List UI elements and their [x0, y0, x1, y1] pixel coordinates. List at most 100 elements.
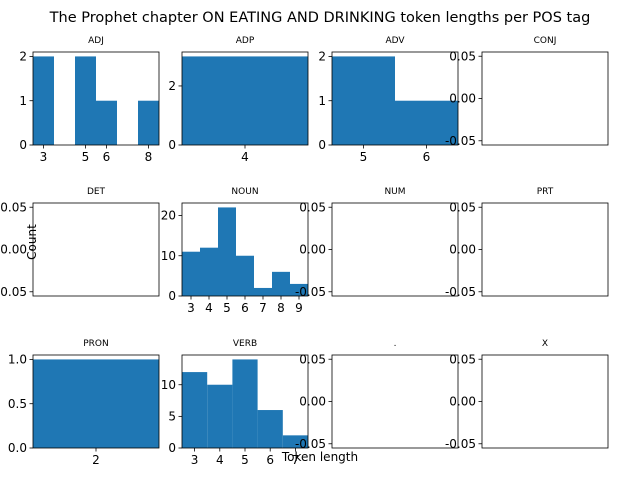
- subplot-title: ADV: [385, 36, 405, 46]
- x-tick-label: 5: [241, 453, 249, 467]
- histogram-bar: [182, 56, 308, 145]
- axes-frame: [32, 51, 160, 146]
- x-tick-label: 5: [82, 150, 90, 164]
- figure-title: The Prophet chapter ON EATING AND DRINKI…: [49, 10, 591, 26]
- y-tick-label: -0.05: [445, 285, 476, 299]
- axes-frame: [481, 354, 609, 449]
- x-tick-label: 7: [292, 453, 300, 467]
- x-tick-label: 5: [360, 150, 368, 164]
- x-tick-label: 8: [277, 301, 285, 315]
- axes-frame: [331, 51, 459, 146]
- histogram-bar: [33, 56, 54, 145]
- x-tick-label: 4: [216, 453, 224, 467]
- y-tick-label: 0: [168, 138, 176, 152]
- histogram-bar: [282, 435, 308, 448]
- axes-frame: [481, 51, 609, 146]
- y-tick-label: 0: [168, 289, 176, 303]
- x-tick-label: 2: [92, 453, 100, 467]
- subplot-title: ADP: [236, 36, 255, 46]
- subplot-12: X 0.05 0.00 -0.05: [445, 339, 609, 451]
- y-tick-label: 0.05: [0, 200, 27, 214]
- histogram-bar: [272, 271, 290, 296]
- y-tick-label: 0.05: [449, 200, 476, 214]
- histogram-bar: [75, 56, 96, 145]
- subplot-5: DET 0.05 0.00 -0.05: [0, 187, 160, 299]
- x-tick-label: 6: [103, 150, 111, 164]
- subplot-7: NUM 0.05 0.00 -0.05: [295, 187, 459, 299]
- y-tick-label: 0.0: [8, 441, 27, 455]
- x-tick-label: 7: [259, 301, 267, 315]
- y-tick-label: 0.00: [299, 395, 326, 409]
- subplot-title: VERB: [233, 339, 257, 349]
- subplot-title: PRON: [83, 339, 109, 349]
- y-tick-label: -0.05: [445, 437, 476, 451]
- y-tick-label: 0.00: [0, 243, 27, 257]
- subplot-8: PRT 0.05 0.00 -0.05: [445, 187, 609, 299]
- subplot-title: CONJ: [534, 36, 557, 46]
- subplot-title: NUM: [384, 187, 405, 197]
- y-tick-label: 0.00: [299, 243, 326, 257]
- axes-frame: [481, 202, 609, 297]
- subplot-4: CONJ 0.05 0.00 -0.05: [445, 36, 609, 148]
- figure-xlabel: Token length: [281, 450, 358, 464]
- subplot-11: . 0.05 0.00 -0.05: [295, 339, 459, 451]
- histogram-bar: [200, 247, 218, 296]
- subplot-title: PRT: [537, 187, 554, 197]
- y-tick-label: 1: [19, 94, 27, 108]
- y-tick-label: 0.00: [449, 92, 476, 106]
- subplot-6: NOUN 3 4 5 6 7 8 9 0 10 20: [161, 187, 309, 315]
- y-tick-label: 0.05: [449, 49, 476, 63]
- x-tick-label: 3: [40, 150, 48, 164]
- subplot-title: X: [542, 339, 548, 349]
- y-tick-label: -0.05: [295, 437, 326, 451]
- x-tick-label: 5: [223, 301, 231, 315]
- y-tick-label: 1.0: [8, 353, 27, 367]
- histogram-bar: [257, 410, 283, 448]
- y-tick-label: 1: [318, 94, 326, 108]
- subplot-10: VERB 3 4 5 6 7 0 5 10: [161, 339, 309, 467]
- y-tick-label: 0.05: [449, 352, 476, 366]
- subplot-3: ADV 5 6 0 1 2: [318, 36, 459, 164]
- axes-frame: [32, 202, 160, 297]
- histogram-bar: [332, 56, 395, 145]
- subplot-2: ADP 4 0 2: [168, 36, 309, 164]
- x-tick-label: 3: [187, 301, 195, 315]
- histogram-bar: [254, 287, 272, 296]
- x-tick-label: 9: [295, 301, 303, 315]
- x-tick-label: 6: [266, 453, 274, 467]
- y-tick-label: 0.5: [8, 397, 27, 411]
- axes-frame: [331, 354, 459, 449]
- y-tick-label: 2: [318, 50, 326, 64]
- y-tick-label: 0: [19, 138, 27, 152]
- y-tick-label: -0.05: [445, 134, 476, 148]
- y-tick-label: 0.00: [449, 243, 476, 257]
- axes-frame: [331, 202, 459, 297]
- y-tick-label: 0.00: [449, 395, 476, 409]
- y-tick-label: 10: [161, 249, 176, 263]
- histogram-bar: [33, 359, 159, 448]
- y-tick-label: 0: [318, 138, 326, 152]
- y-tick-label: 2: [168, 79, 176, 93]
- subplot-title: DET: [87, 187, 106, 197]
- x-tick-label: 4: [241, 150, 249, 164]
- y-tick-label: 0.05: [299, 352, 326, 366]
- subplot-title: NOUN: [231, 187, 258, 197]
- histogram-bar: [395, 100, 458, 145]
- figure-ylabel: Count: [25, 224, 39, 260]
- y-tick-label: -0.05: [0, 285, 27, 299]
- histogram-bar: [290, 283, 308, 296]
- x-tick-label: 4: [205, 301, 213, 315]
- histogram-bar: [207, 384, 233, 448]
- histogram-bar: [182, 251, 200, 296]
- y-tick-label: 0: [168, 441, 176, 455]
- y-tick-label: -0.05: [295, 285, 326, 299]
- subplot-1: ADJ 3 5 6 8 0 1 2: [19, 36, 160, 164]
- y-tick-label: 2: [19, 50, 27, 64]
- x-tick-label: 6: [241, 301, 249, 315]
- x-tick-label: 6: [423, 150, 431, 164]
- y-tick-label: 5: [168, 410, 176, 424]
- histogram-bar: [236, 255, 254, 296]
- histogram-bar: [218, 207, 236, 296]
- y-tick-label: 20: [161, 209, 176, 223]
